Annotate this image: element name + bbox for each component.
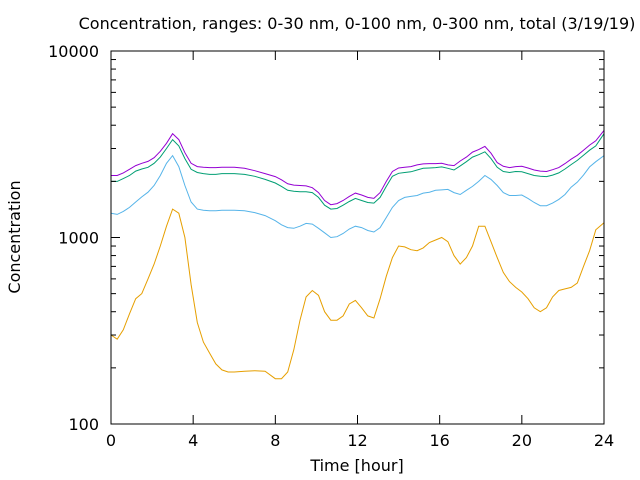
x-tick-label: 20	[512, 431, 532, 450]
x-tick-label: 4	[188, 431, 198, 450]
y-tick-label: 10000	[48, 42, 99, 61]
x-tick-label: 12	[347, 431, 367, 450]
y-tick-label: 1000	[58, 229, 99, 248]
series-layer	[110, 130, 605, 380]
chart-title: Concentration, ranges: 0-30 nm, 0-100 nm…	[79, 14, 636, 33]
x-axis: 0 4 8 12 16 20 24	[106, 51, 614, 450]
y-axis-label: Concentration	[5, 180, 24, 293]
x-tick-label: 24	[594, 431, 614, 450]
series-line-3	[111, 133, 605, 210]
x-tick-label: 8	[270, 431, 280, 450]
x-tick-label: 0	[106, 431, 116, 450]
y-tick-label: 100	[68, 415, 99, 434]
series-line-2	[110, 154, 605, 239]
x-tick-label: 16	[429, 431, 449, 450]
y-axis: 100 1000 10000	[48, 42, 604, 434]
series-line-1	[110, 208, 605, 380]
series-line-4	[111, 130, 605, 206]
x-axis-label: Time [hour]	[309, 456, 403, 475]
